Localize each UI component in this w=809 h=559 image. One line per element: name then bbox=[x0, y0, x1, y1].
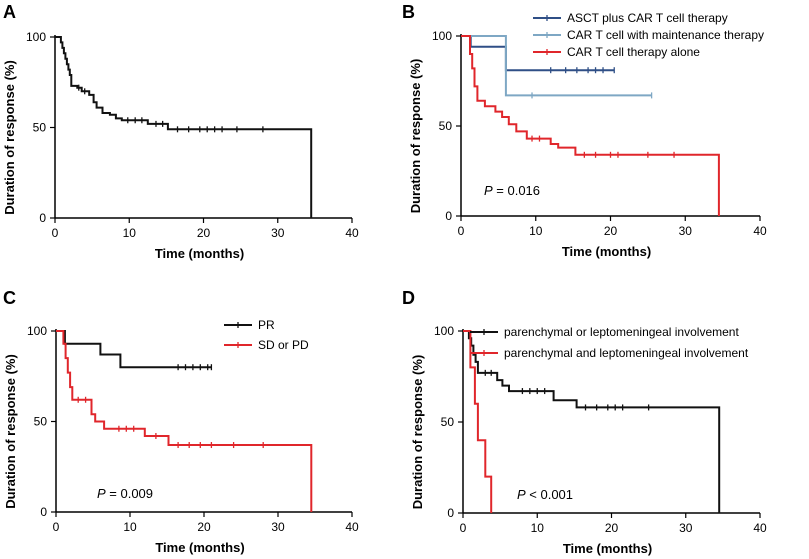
panel-d: D 0 10 20 30 40 0 50 100 Time (months) Duration of… bbox=[402, 288, 767, 556]
km-curve-2 bbox=[56, 330, 313, 512]
km-curve-3 bbox=[461, 35, 720, 216]
x-tick-label: 20 bbox=[604, 224, 618, 238]
y-tick-label: 0 bbox=[40, 505, 47, 519]
x-axis-title: Time (months) bbox=[155, 246, 244, 261]
x-tick-label: 40 bbox=[345, 226, 359, 240]
legend-label: parenchymal and leptomeningeal involveme… bbox=[504, 346, 749, 360]
x-tick-label: 30 bbox=[679, 224, 693, 238]
km-curve-2 bbox=[463, 330, 493, 513]
y-axis-title: Duration of response (%) bbox=[2, 60, 17, 215]
km-curve-2 bbox=[461, 35, 652, 97]
legend-label: PR bbox=[258, 318, 275, 332]
x-tick-label: 10 bbox=[529, 224, 543, 238]
y-tick-label: 100 bbox=[27, 324, 47, 338]
y-tick-label: 0 bbox=[39, 211, 46, 225]
x-tick-label: 10 bbox=[123, 226, 137, 240]
x-axis-title: Time (months) bbox=[562, 244, 651, 259]
panel-letter: A bbox=[3, 2, 16, 22]
panel-letter: B bbox=[402, 2, 415, 22]
y-axis-title: Duration of response (%) bbox=[3, 354, 18, 509]
x-tick-label: 0 bbox=[458, 224, 465, 238]
legend-label: CAR T cell with maintenance therapy bbox=[567, 28, 764, 42]
x-tick-label: 20 bbox=[197, 520, 211, 534]
x-tick-label: 30 bbox=[271, 520, 285, 534]
y-tick-label: 100 bbox=[434, 324, 454, 338]
y-axis-title: Duration of response (%) bbox=[408, 59, 423, 214]
p-value: P = 0.016 bbox=[484, 183, 540, 198]
y-tick-label: 0 bbox=[445, 209, 452, 223]
y-tick-label: 50 bbox=[34, 415, 48, 429]
panel-letter: C bbox=[3, 288, 16, 308]
x-tick-label: 40 bbox=[753, 224, 767, 238]
km-curve-1 bbox=[55, 36, 313, 218]
legend-label: ASCT plus CAR T cell therapy bbox=[567, 11, 728, 25]
x-tick-label: 40 bbox=[345, 520, 359, 534]
y-tick-label: 0 bbox=[447, 506, 454, 520]
y-axis-title: Duration of response (%) bbox=[410, 355, 425, 510]
x-tick-label: 0 bbox=[52, 226, 59, 240]
x-tick-label: 30 bbox=[271, 226, 285, 240]
x-tick-label: 10 bbox=[531, 521, 545, 535]
y-tick-label: 50 bbox=[439, 119, 453, 133]
x-tick-label: 30 bbox=[679, 521, 693, 535]
x-axis-title: Time (months) bbox=[563, 541, 652, 556]
x-tick-label: 20 bbox=[605, 521, 619, 535]
panel-letter: D bbox=[402, 288, 415, 308]
y-tick-label: 100 bbox=[26, 30, 46, 44]
km-curve-1 bbox=[56, 330, 212, 369]
x-axis-title: Time (months) bbox=[155, 540, 244, 555]
panel-b: B 0 10 20 30 40 0 50 100 Time (months) Duration of… bbox=[402, 2, 767, 259]
y-tick-label: 100 bbox=[432, 29, 452, 43]
panel-c: C 0 10 20 30 40 0 50 100 Time (months) Duration of… bbox=[3, 288, 359, 555]
legend-label: parenchymal or leptomeningeal involvemen… bbox=[504, 325, 739, 339]
x-tick-label: 40 bbox=[753, 521, 767, 535]
legend-label: CAR T cell therapy alone bbox=[567, 45, 700, 59]
x-tick-label: 20 bbox=[197, 226, 211, 240]
y-tick-label: 50 bbox=[441, 415, 455, 429]
panel-a: A 0 10 20 30 40 0 50 100 Time (months) Duration of… bbox=[2, 2, 359, 261]
x-tick-label: 0 bbox=[53, 520, 60, 534]
y-tick-label: 50 bbox=[33, 121, 47, 135]
p-value: P = 0.009 bbox=[97, 486, 153, 501]
legend-label: SD or PD bbox=[258, 338, 309, 352]
p-value: P < 0.001 bbox=[517, 487, 573, 502]
x-tick-label: 10 bbox=[123, 520, 137, 534]
x-tick-label: 0 bbox=[460, 521, 467, 535]
